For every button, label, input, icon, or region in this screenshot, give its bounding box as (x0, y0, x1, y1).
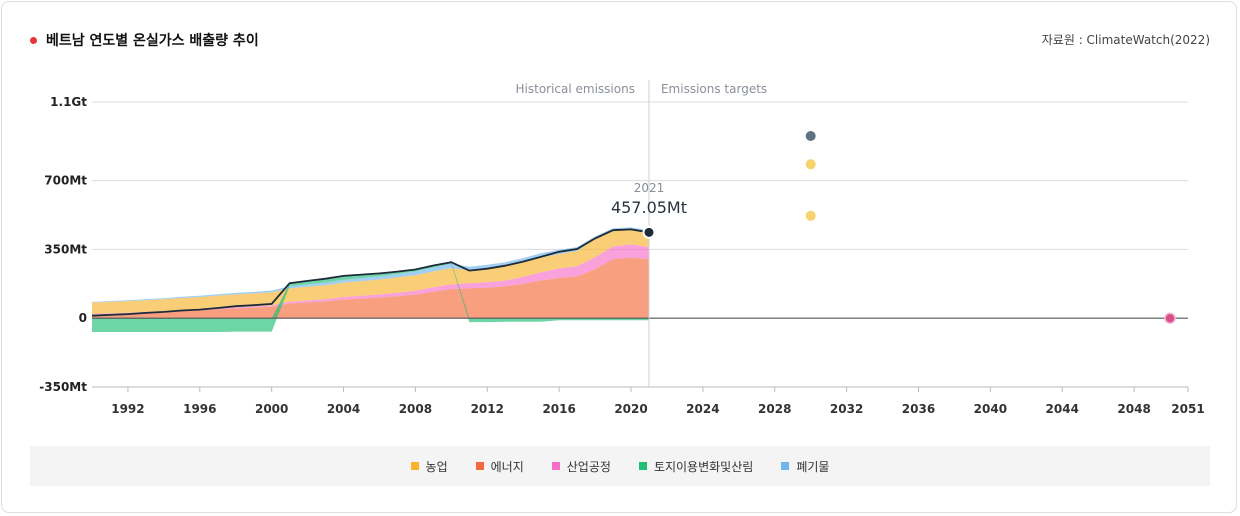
y-tick-label: 1.1Gt (50, 95, 87, 109)
y-tick-label: 0 (79, 311, 87, 325)
legend-label: 폐기물 (796, 459, 830, 474)
x-tick-label: 2044 (1046, 402, 1079, 416)
x-tick-label: 2040 (974, 402, 1007, 416)
highlight-year-label: 2021 (634, 181, 665, 195)
x-tick-label: 2028 (758, 402, 791, 416)
area-land_use (92, 262, 649, 332)
total-emissions-line (91, 228, 650, 317)
highlight-point (642, 225, 656, 239)
x-tick-label: 2051 (1171, 402, 1204, 416)
legend-swatch-icon (551, 462, 560, 470)
legend-label: 에너지 (490, 459, 524, 474)
area-agriculture (92, 229, 649, 314)
title-bullet-icon (30, 36, 37, 44)
y-tick-label: -350Mt (39, 380, 87, 394)
legend-item-land_use[interactable]: 토지이용변화및산림 (638, 458, 754, 475)
emissions-chart: -350Mt 0 350Mt 700Mt 1.1Gt 1992 1996 2000 2004 20… (39, 80, 1205, 416)
target-point (805, 210, 816, 221)
legend-swatch-icon (638, 462, 647, 470)
x-tick-label: 2048 (1117, 402, 1150, 416)
legend-swatch-icon (781, 462, 790, 470)
x-tick-label: 2016 (542, 402, 575, 416)
x-tick-label: 1996 (183, 402, 216, 416)
highlight-value-label: 457.05Mt (611, 198, 687, 217)
legend-item-agriculture[interactable]: 농업 (410, 458, 448, 475)
legend-item-industry[interactable]: 산업공정 (551, 458, 611, 475)
target-point (805, 159, 816, 170)
targets-section-label: Emissions targets (661, 82, 767, 96)
x-tick-label: 2032 (830, 402, 863, 416)
chart-legend: 농업 에너지 산업공정 토지이용변화및산림 폐기물 (30, 446, 1210, 486)
legend-item-waste[interactable]: 폐기물 (781, 458, 829, 475)
x-tick-label: 2012 (471, 402, 504, 416)
chart-title: 베트남 연도별 온실가스 배출량 추이 (30, 30, 259, 50)
x-tick-label: 2008 (399, 402, 432, 416)
x-tick-label: 2000 (255, 402, 288, 416)
x-tick-label: 1992 (111, 402, 144, 416)
target-point (1164, 312, 1176, 324)
y-tick-label: 700Mt (44, 174, 87, 188)
legend-item-energy[interactable]: 에너지 (475, 458, 524, 475)
historical-section-label: Historical emissions (516, 82, 635, 96)
chart-title-text: 베트남 연도별 온실가스 배출량 추이 (46, 33, 259, 49)
legend-swatch-icon (410, 462, 419, 470)
y-tick-label: 350Mt (44, 242, 87, 256)
legend-label: 산업공정 (566, 459, 611, 474)
legend-swatch-icon (475, 462, 484, 470)
target-point (805, 131, 816, 142)
legend-label: 토지이용변화및산림 (653, 459, 754, 474)
x-tick-label: 2020 (614, 402, 647, 416)
legend-label: 농업 (425, 459, 448, 474)
x-tick-label: 2024 (686, 402, 719, 416)
area-energy (92, 257, 649, 319)
x-tick-label: 2004 (327, 402, 360, 416)
area-industry (92, 244, 649, 315)
x-tick-label: 2036 (902, 402, 935, 416)
data-source: 자료원 : ClimateWatch(2022) (1041, 33, 1210, 47)
